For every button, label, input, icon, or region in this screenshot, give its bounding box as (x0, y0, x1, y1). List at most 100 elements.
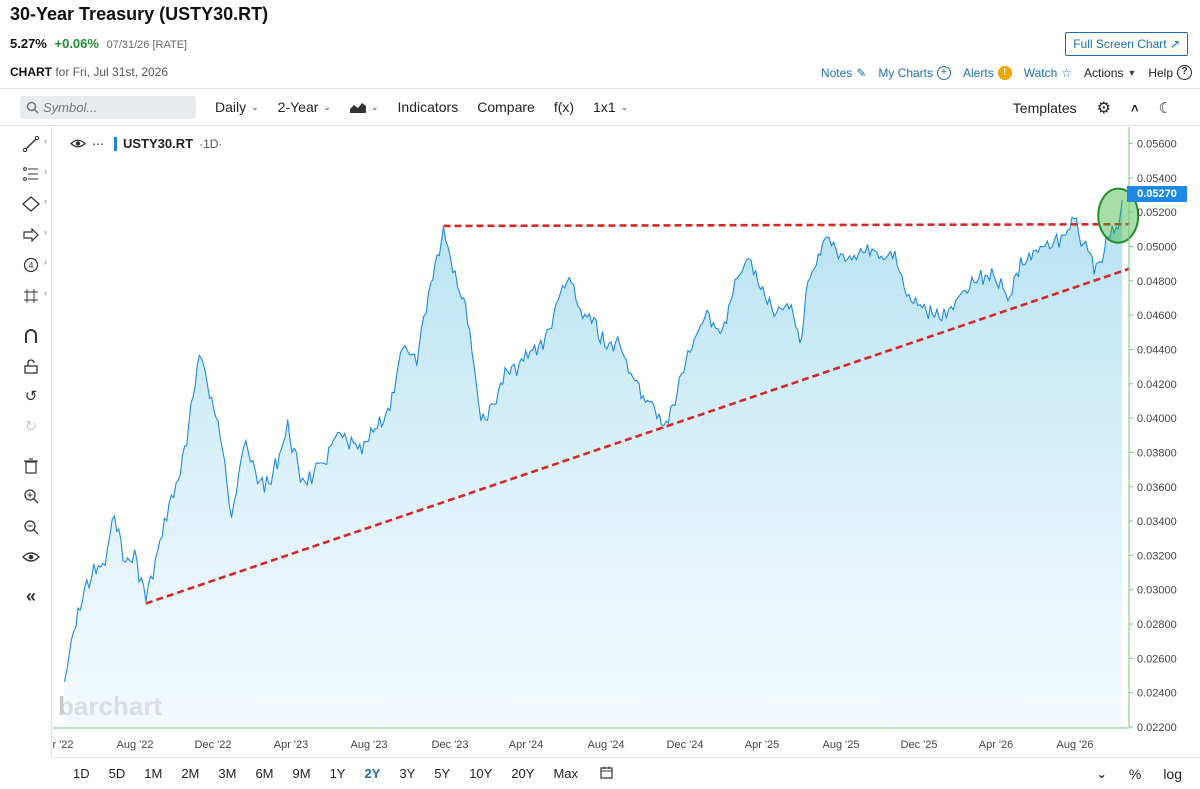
my-charts-label: My Charts (878, 65, 934, 80)
collapse-tools-button[interactable]: « (20, 585, 42, 607)
percent-scale-button[interactable]: % (1128, 766, 1142, 782)
y-tick-label: 0.03600 (1137, 482, 1177, 494)
chart-area[interactable]: barchart 0.056000.054000.052000.050000.0… (52, 127, 1200, 757)
period-select[interactable]: 2-Year ⌄ (278, 99, 331, 115)
range-max[interactable]: Max (553, 766, 579, 781)
eye-icon[interactable] (70, 138, 86, 149)
period-label: 2-Year (277, 99, 319, 115)
lock-tool[interactable] (20, 355, 42, 377)
range-1m[interactable]: 1M (144, 766, 163, 781)
chevron-down-icon: ⌄ (251, 101, 259, 112)
chart-legend: ⋯ USTY30.RT ·1D· (70, 136, 222, 151)
support-trendline[interactable] (145, 267, 1130, 605)
symbol-search[interactable] (20, 95, 196, 119)
resistance-trendline[interactable] (443, 222, 1129, 228)
notes-link[interactable]: Notes ✎ (821, 66, 866, 80)
chevron-right-icon: › (44, 196, 47, 206)
range-5d[interactable]: 5D (108, 766, 126, 781)
price-chart[interactable]: barchart 0.056000.054000.052000.050000.0… (52, 127, 1200, 757)
chevron-right-icon: › (44, 288, 47, 298)
indicators-button[interactable]: Indicators (397, 99, 459, 115)
layout-select[interactable]: 1x1 ⌄ (593, 99, 628, 115)
delete-button[interactable] (20, 455, 42, 477)
arrow-tool[interactable]: › (20, 224, 47, 246)
highlight-circle[interactable] (1097, 187, 1140, 244)
range-3y[interactable]: 3Y (399, 766, 416, 781)
function-button[interactable]: f(x) (553, 99, 575, 115)
redo-button[interactable]: ↻ (20, 415, 42, 437)
y-tick-label: 0.02600 (1137, 653, 1177, 665)
x-tick-label: Aug '23 (351, 739, 388, 751)
range-1y[interactable]: 1Y (329, 766, 346, 781)
range-10y[interactable]: 10Y (469, 766, 493, 781)
watch-label: Watch (1023, 65, 1058, 80)
range-3m[interactable]: 3M (218, 766, 237, 781)
interval-select[interactable]: Daily ⌄ (215, 99, 259, 115)
star-icon: ☆ (1061, 65, 1073, 80)
trendline-tool[interactable]: › (20, 133, 47, 155)
my-charts-link[interactable]: My Charts + (878, 65, 952, 80)
gear-icon[interactable]: ⚙ (1096, 100, 1111, 117)
y-tick-label: 0.03400 (1137, 516, 1177, 528)
chevron-down-icon: ⌄ (323, 101, 331, 112)
x-tick-label: Aug '22 (117, 739, 154, 751)
chevron-right-icon: › (44, 136, 47, 146)
counter-tool[interactable]: 4 › (20, 254, 47, 276)
zoom-out-button[interactable] (20, 516, 42, 538)
zoom-in-button[interactable] (20, 485, 42, 507)
double-chevron-down-icon[interactable]: ⌄ (1096, 767, 1107, 781)
layout-label: 1x1 (593, 99, 616, 115)
range-bar: 1D 5D 1M 2M 3M 6M 9M 1Y 2Y 3Y 5Y 10Y 20Y Max ⌄ % log (53, 757, 1200, 789)
search-icon (26, 101, 39, 114)
undo-button[interactable]: ↺ (20, 385, 42, 407)
drawing-tools: › › › › 4 › › ↺ ↻ « (0, 127, 52, 757)
trash-icon (24, 458, 38, 474)
last-price-tag: 0.05270 (1127, 186, 1187, 202)
legend-symbol: USTY30.RT (123, 136, 194, 151)
x-tick-label: Dec '24 (667, 739, 704, 751)
question-icon: ? (1177, 65, 1192, 80)
measure-tool[interactable]: › (20, 285, 47, 307)
magnet-icon (25, 329, 37, 343)
chevron-down-icon: ⌄ (370, 101, 379, 112)
magnet-tool[interactable] (20, 325, 42, 347)
dark-mode-icon[interactable]: ☾ (1158, 100, 1172, 117)
visibility-button[interactable] (20, 546, 42, 568)
edit-icon: ✎ (856, 65, 867, 80)
chart-date-line: CHART for Fri, Jul 31st, 2026 (10, 65, 168, 79)
help-label: Help (1148, 65, 1173, 80)
range-5y[interactable]: 5Y (434, 766, 451, 781)
alert-icon: ! (997, 65, 1012, 80)
chart-type-select[interactable]: ⌄ (349, 101, 379, 113)
log-scale-button[interactable]: log (1163, 766, 1182, 782)
x-tick-label: Aug '26 (1057, 739, 1094, 751)
shape-tool[interactable]: › (20, 193, 47, 215)
range-9m[interactable]: 9M (292, 766, 311, 781)
range-20y[interactable]: 20Y (511, 766, 535, 781)
watch-link[interactable]: Watch ☆ (1024, 66, 1072, 80)
templates-button[interactable]: Templates (1012, 100, 1077, 116)
range-6m[interactable]: 6M (255, 766, 274, 781)
x-tick-label: Aug '24 (588, 739, 625, 751)
range-1d[interactable]: 1D (73, 766, 90, 781)
fib-tool[interactable]: › (20, 163, 47, 185)
range-2m[interactable]: 2M (181, 766, 200, 781)
y-tick-label: 0.02200 (1137, 722, 1177, 734)
calendar-icon[interactable] (600, 766, 613, 782)
undo-icon: ↺ (24, 388, 38, 405)
external-arrow-icon: ↗ (1169, 37, 1180, 51)
alerts-link[interactable]: Alerts ! (963, 65, 1012, 80)
price-series-line (63, 200, 1123, 682)
compare-button[interactable]: Compare (477, 99, 535, 115)
actions-menu[interactable]: Actions ▼ (1084, 66, 1136, 80)
full-screen-chart-button[interactable]: Full Screen Chart ↗ (1065, 32, 1188, 56)
help-link[interactable]: Help ? (1148, 65, 1192, 80)
range-2y[interactable]: 2Y (364, 766, 381, 781)
collapse-icon[interactable]: ˄ (1130, 100, 1139, 116)
y-tick-label: 0.04600 (1137, 310, 1177, 322)
y-tick-label: 0.04400 (1137, 344, 1177, 356)
chevron-right-icon: › (44, 227, 47, 237)
more-options-icon[interactable]: ⋯ (92, 136, 104, 151)
unlock-icon (24, 359, 38, 374)
symbol-input[interactable] (43, 99, 183, 115)
